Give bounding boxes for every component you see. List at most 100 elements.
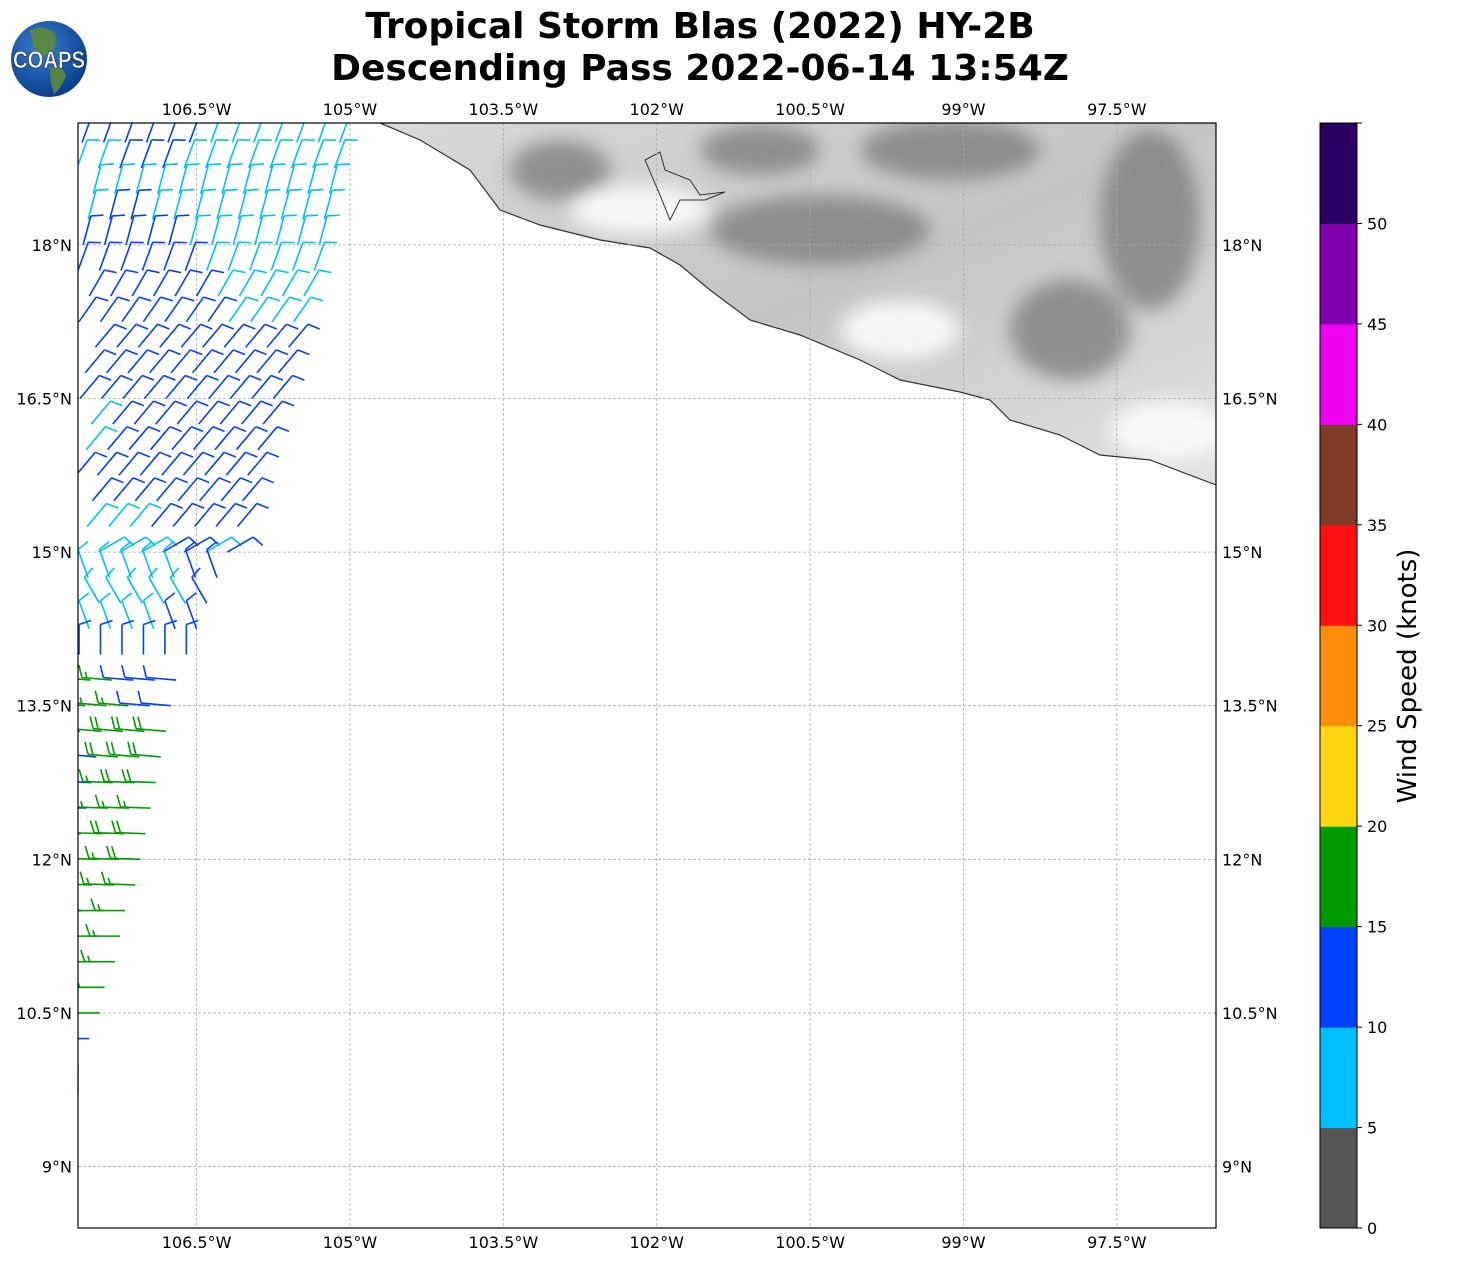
barb-full: [241, 214, 254, 217]
barb-full: [111, 477, 124, 484]
barb-full: [116, 794, 122, 808]
wind-barb: [92, 163, 114, 194]
barb-staff: [226, 536, 254, 553]
lon-tick-label-top: 106.5°W: [162, 100, 232, 119]
wind-barb: [159, 323, 192, 348]
barb-full: [203, 188, 217, 192]
barb-full: [289, 188, 302, 192]
barb-staff: [193, 502, 215, 528]
wind-barbs: [48, 123, 358, 1095]
barb-full: [105, 741, 111, 755]
wind-barb: [281, 269, 311, 297]
barb-staff: [124, 123, 133, 143]
barb-staff: [163, 549, 175, 578]
wind-barb: [242, 163, 265, 194]
barb-full: [120, 374, 133, 381]
barb-full: [276, 425, 290, 433]
barb-staff: [78, 730, 81, 733]
barb-full: [138, 296, 152, 302]
barb-full: [110, 400, 123, 407]
wind-barb: [134, 477, 167, 502]
wind-barb: [164, 619, 178, 655]
barb-half: [86, 877, 90, 885]
barb-full: [147, 349, 160, 356]
barb-full: [211, 349, 224, 356]
barb-staff: [250, 296, 269, 323]
wind-barb: [214, 425, 247, 451]
wind-barb: [234, 349, 267, 374]
wind-barb: [318, 214, 340, 246]
barb-full: [104, 269, 117, 274]
barb-full: [78, 665, 83, 678]
barb-full: [275, 349, 289, 356]
barb-full: [94, 451, 108, 458]
colorbar-tick-label: 20: [1367, 817, 1387, 836]
barb-staff: [205, 536, 233, 553]
wind-barb: [78, 704, 86, 707]
barb-full: [132, 742, 137, 755]
barb-staff: [176, 400, 198, 425]
barb-staff: [221, 164, 231, 194]
barb-full: [84, 845, 90, 859]
barb-full: [157, 323, 170, 330]
barb-full: [104, 769, 111, 782]
barb-half: [100, 697, 104, 704]
barb-half: [107, 877, 112, 885]
wind-barb: [205, 536, 242, 553]
wind-barb: [140, 536, 178, 553]
barb-staff: [293, 296, 312, 323]
barb-staff: [98, 536, 125, 553]
barb-staff: [127, 349, 148, 374]
barb-full: [169, 567, 180, 578]
barb-full: [84, 741, 89, 755]
barb-half: [66, 956, 68, 962]
barb-staff: [118, 451, 139, 476]
wind-barb: [216, 188, 238, 220]
barb-full: [249, 374, 262, 381]
wind-barb: [242, 477, 274, 502]
lon-tick-label-top: 103.5°W: [469, 100, 539, 119]
barb-full: [142, 665, 148, 678]
lat-tick-label-right: 16.5°N: [1222, 389, 1278, 408]
barb-full: [49, 975, 53, 987]
barb-staff: [105, 576, 122, 604]
wind-barb: [110, 269, 139, 297]
wind-barb: [99, 296, 131, 323]
wind-barb: [264, 163, 286, 194]
wind-barb: [236, 502, 269, 528]
wind-barb: [199, 163, 222, 194]
barb-staff: [171, 426, 192, 451]
barb-staff: [143, 374, 165, 399]
barb-full: [254, 349, 267, 356]
wind-barb: [176, 400, 209, 425]
wind-barb: [130, 188, 152, 220]
barb-staff: [139, 451, 161, 476]
colorbar-tick-label: 30: [1367, 616, 1387, 635]
wind-barb: [328, 163, 350, 194]
wind-barb: [142, 619, 156, 655]
barb-full: [78, 1094, 79, 1095]
barb-full: [170, 502, 183, 509]
barb-full: [255, 425, 268, 433]
wind-barb: [124, 123, 133, 143]
barb-half: [66, 878, 68, 884]
wind-barb: [164, 296, 195, 323]
barb-full: [175, 477, 189, 484]
barb-staff: [120, 549, 132, 578]
barb-staff: [210, 123, 219, 143]
barb-staff: [302, 190, 312, 220]
barb-full: [138, 188, 152, 192]
colorbar-tick-label: 0: [1367, 1219, 1377, 1238]
barb-full: [48, 899, 52, 911]
barb-half: [54, 827, 56, 833]
barb-full: [275, 269, 289, 274]
barb-staff: [202, 323, 223, 348]
barb-full: [292, 374, 305, 381]
wind-barb: [275, 214, 297, 246]
coastline: [379, 123, 1216, 486]
colorbar-bin: [1320, 123, 1357, 224]
barb-full: [143, 619, 156, 626]
barb-staff: [94, 323, 116, 348]
wind-barb: [152, 269, 182, 297]
barb-full: [310, 188, 324, 192]
